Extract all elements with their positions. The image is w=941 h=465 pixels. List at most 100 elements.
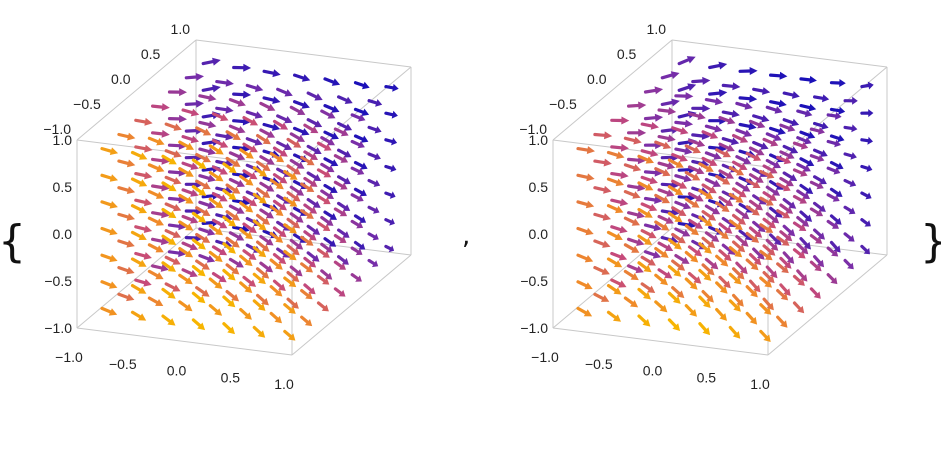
- vector-arrow: [222, 189, 237, 200]
- vector-arrow: [829, 240, 841, 253]
- vector-arrow: [684, 304, 697, 317]
- vector-arrow: [320, 189, 334, 199]
- y-tick-label: 1.0: [171, 21, 191, 37]
- vector-arrow: [259, 235, 274, 246]
- vector-arrow: [799, 75, 817, 84]
- vector-arrow: [728, 166, 745, 176]
- vector-arrow: [228, 124, 246, 134]
- vector-arrow: [779, 283, 791, 296]
- vector-arrow: [283, 276, 297, 288]
- vector-arrow: [286, 191, 301, 202]
- vector-arrow: [211, 165, 228, 175]
- vector-arrow: [164, 149, 182, 158]
- vector-arrow: [269, 285, 283, 297]
- vector-arrow: [367, 205, 380, 214]
- vector-arrow: [654, 193, 670, 204]
- vector-arrow: [130, 150, 148, 160]
- vector-arrow: [671, 206, 687, 216]
- vector-arrow: [745, 205, 760, 216]
- vector-arrow: [198, 200, 216, 209]
- vector-arrow: [283, 249, 297, 261]
- vector-arrow: [704, 257, 719, 270]
- vector-arrow: [684, 250, 699, 263]
- vector-arrow: [353, 187, 367, 197]
- vector-arrow: [610, 143, 629, 152]
- vector-arrow: [637, 314, 651, 327]
- vector-arrow: [735, 181, 751, 192]
- vector-arrow: [117, 292, 135, 302]
- vector-arrow: [796, 162, 811, 172]
- vector-arrow: [269, 178, 284, 190]
- vector-arrow: [593, 266, 610, 275]
- vector-arrow: [677, 56, 696, 66]
- vector-arrow: [829, 161, 844, 170]
- vector-arrow: [674, 227, 691, 237]
- vector-arrow: [715, 228, 729, 240]
- vector-arrow: [289, 212, 304, 223]
- vector-arrow: [745, 258, 759, 271]
- z-tick-label: 0.5: [529, 179, 549, 195]
- vector-arrow: [222, 295, 236, 308]
- vector-arrow: [593, 212, 611, 221]
- vector-arrow: [606, 310, 621, 322]
- vector-arrow: [829, 106, 846, 115]
- vector-arrow: [687, 165, 705, 175]
- vector-arrow: [269, 258, 283, 270]
- vector-arrow: [208, 197, 224, 209]
- vector-arrow: [151, 237, 170, 246]
- vector-arrow: [752, 140, 769, 150]
- vector-arrow: [384, 110, 398, 119]
- vector-arrow: [701, 183, 717, 194]
- vector-arrow: [640, 175, 658, 185]
- vector-arrow: [769, 71, 788, 80]
- vector-arrow: [353, 107, 370, 116]
- vector-arrow: [704, 231, 720, 242]
- vector-arrow: [796, 269, 808, 282]
- vector-arrow: [643, 113, 664, 122]
- vector-arrow: [100, 226, 118, 236]
- vector-arrow: [178, 193, 194, 204]
- vector-arrow: [762, 191, 777, 201]
- vector-arrow: [130, 310, 147, 321]
- vector-arrow: [350, 246, 363, 256]
- vector-arrow: [606, 177, 624, 187]
- vector-arrow: [195, 179, 211, 190]
- vector-arrow: [367, 125, 382, 134]
- vector-arrow: [728, 272, 742, 285]
- vector-arrow: [576, 173, 595, 182]
- y-tick-label: −0.5: [73, 96, 101, 112]
- vector-arrow: [289, 238, 304, 250]
- open-brace: {: [0, 216, 26, 267]
- vector-arrow: [211, 272, 227, 283]
- vector-arrow: [164, 229, 182, 238]
- vector-arrow: [813, 175, 827, 185]
- vector-arrow: [195, 232, 211, 243]
- vector-arrow: [809, 287, 821, 299]
- vector-arrow: [130, 284, 147, 294]
- vector-arrow: [269, 205, 284, 216]
- vector-arrow: [643, 86, 664, 95]
- vector-arrow: [323, 210, 337, 220]
- vector-arrow: [860, 136, 873, 145]
- vector-arrow: [718, 275, 731, 289]
- vector-arrow: [704, 97, 724, 106]
- vector-arrow: [826, 246, 839, 257]
- vector-arrow: [708, 89, 728, 98]
- vector-arrow: [256, 267, 270, 279]
- vector-arrow: [195, 126, 212, 136]
- vector-arrow: [715, 201, 730, 212]
- vector-arrow: [303, 203, 318, 214]
- vector-arrow: [198, 147, 217, 156]
- vector-arrow: [792, 194, 807, 204]
- vector-arrow: [640, 122, 659, 130]
- vector-arrow: [671, 126, 689, 135]
- vector-arrow: [843, 205, 856, 215]
- close-brace: }: [920, 216, 941, 267]
- vector-arrow: [306, 91, 323, 101]
- vector-arrow: [147, 216, 164, 226]
- vector-arrow: [191, 265, 206, 277]
- vector-arrow: [759, 303, 772, 315]
- vector-arrow: [239, 201, 254, 213]
- vector-arrow: [684, 171, 701, 181]
- vector-arrow: [211, 112, 229, 122]
